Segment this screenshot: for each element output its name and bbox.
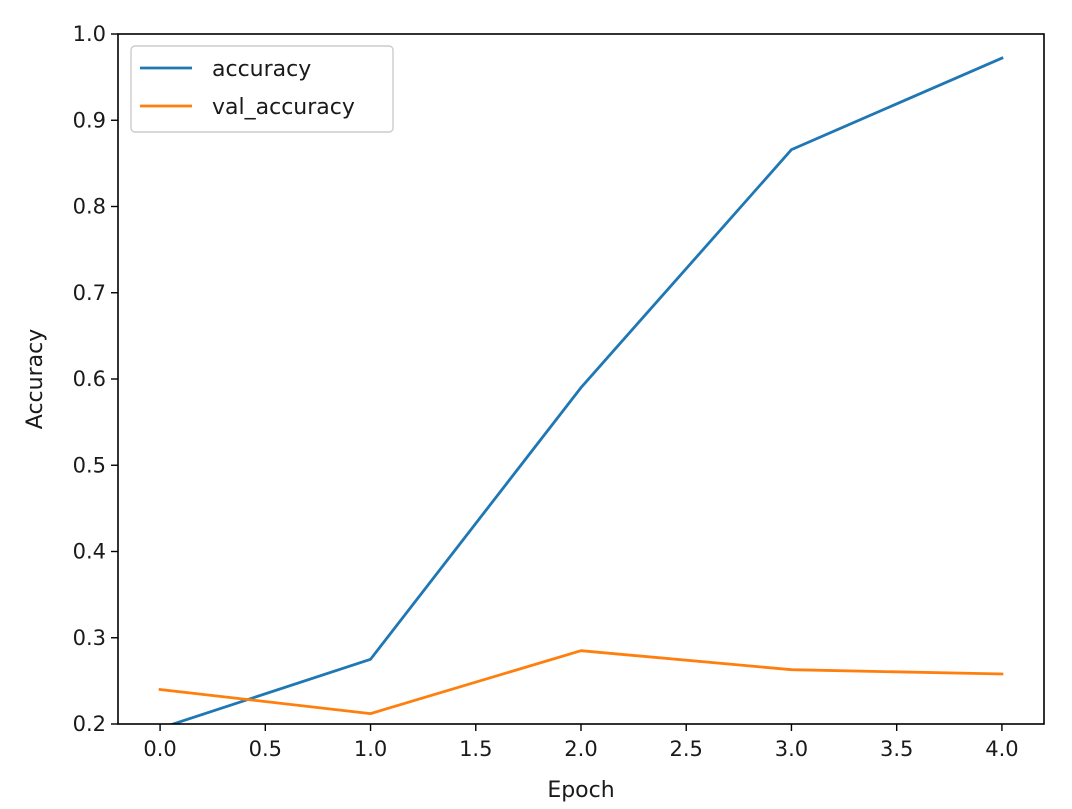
x-axis-title: Epoch xyxy=(547,778,614,803)
series-line-val-accuracy xyxy=(158,649,1004,715)
x-tick-label: 4.0 xyxy=(985,737,1018,761)
y-tick-label: 0.8 xyxy=(73,195,106,219)
x-tick-label: 1.5 xyxy=(459,737,492,761)
x-tick-label: 1.0 xyxy=(354,737,387,761)
plot-frame xyxy=(117,33,1045,725)
series-line-accuracy xyxy=(168,56,1004,724)
y-tick-label: 1.0 xyxy=(73,22,106,46)
x-tick-label: 0.0 xyxy=(143,737,176,761)
x-axis-ticks: 0.0 0.5 1.0 1.5 2.0 2.5 3.0 3.5 4.0 xyxy=(143,724,1019,761)
y-tick-label: 0.2 xyxy=(73,712,106,736)
y-tick-label: 0.6 xyxy=(73,367,106,391)
x-tick-label: 3.5 xyxy=(880,737,913,761)
legend-frame xyxy=(130,45,394,133)
x-tick-label: 0.5 xyxy=(249,737,282,761)
y-tick-label: 0.5 xyxy=(73,453,106,477)
y-axis-title: Accuracy xyxy=(23,329,48,429)
y-tick-label: 0.3 xyxy=(73,626,106,650)
y-axis-ticks: 0.2 0.3 0.4 0.5 0.6 0.7 0.8 0.9 1.0 xyxy=(73,22,118,736)
x-tick-label: 3.0 xyxy=(775,737,808,761)
x-tick-label: 2.5 xyxy=(670,737,703,761)
legend-label-val-accuracy: val_accuracy xyxy=(212,95,355,120)
legend: accuracy val_accuracy xyxy=(130,45,394,133)
y-tick-label: 0.9 xyxy=(73,108,106,132)
series-layer xyxy=(158,56,1004,724)
y-tick-label: 0.7 xyxy=(73,281,106,305)
x-tick-label: 2.0 xyxy=(564,737,597,761)
legend-label-accuracy: accuracy xyxy=(212,57,311,82)
y-tick-label: 0.4 xyxy=(73,540,106,564)
